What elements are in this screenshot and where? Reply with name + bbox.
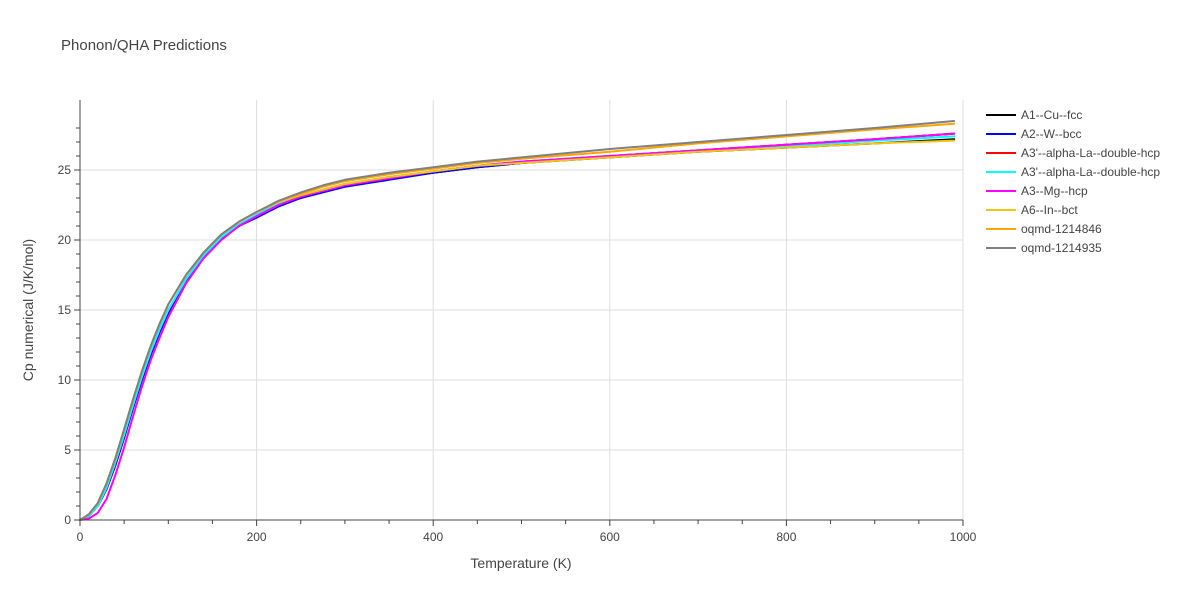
x-tick-label: 1000 (950, 530, 977, 544)
y-tick-label: 10 (58, 373, 72, 387)
series-line-3 (79, 132, 956, 521)
x-axis-title: Temperature (K) (470, 555, 571, 571)
legend-label: A3'--alpha-La--double-hcp (1021, 165, 1160, 179)
legend-label: A1--Cu--fcc (1021, 108, 1082, 122)
legend-item-5[interactable]: A3--Mg--hcp (986, 184, 1088, 198)
grid (80, 100, 964, 520)
legend-label: A6--In--bct (1021, 203, 1078, 217)
y-tick-label: 25 (58, 163, 72, 177)
series-line-2 (79, 132, 956, 521)
x-tick-label: 800 (776, 530, 796, 544)
x-tick-label: 0 (77, 530, 84, 544)
legend[interactable]: A1--Cu--fcc A2--W--bcc A3'--alpha-La--doub… (986, 108, 1160, 255)
legend-item-1[interactable]: A1--Cu--fcc (986, 108, 1082, 122)
series-line-5 (79, 132, 956, 521)
legend-label: A3--Mg--hcp (1021, 184, 1088, 198)
legend-item-7[interactable]: oqmd-1214846 (986, 222, 1102, 236)
y-tick-label: 5 (64, 443, 71, 457)
series-line-1 (79, 138, 956, 521)
legend-label: A2--W--bcc (1021, 127, 1081, 141)
x-tick-label: 200 (247, 530, 267, 544)
y-tick-label: 15 (58, 303, 72, 317)
y-axis-title: Cp numerical (J/K/mol) (20, 239, 36, 381)
legend-label: oqmd-1214846 (1021, 222, 1102, 236)
x-tick-label: 600 (600, 530, 620, 544)
series-line-6 (79, 139, 956, 521)
legend-label: oqmd-1214935 (1021, 241, 1102, 255)
axes: 0 200 400 600 800 1000 0 5 10 15 20 25 (58, 100, 977, 544)
x-tick-label: 400 (423, 530, 443, 544)
chart-title: Phonon/QHA Predictions (61, 37, 227, 54)
legend-item-3[interactable]: A3'--alpha-La--double-hcp (986, 146, 1160, 160)
series-line-4 (79, 135, 956, 521)
series-lines (79, 120, 956, 521)
legend-item-6[interactable]: A6--In--bct (986, 203, 1078, 217)
series-line-8 (79, 120, 956, 521)
legend-item-8[interactable]: oqmd-1214935 (986, 241, 1102, 255)
series-line-7 (79, 122, 956, 521)
legend-item-4[interactable]: A3'--alpha-La--double-hcp (986, 165, 1160, 179)
legend-item-2[interactable]: A2--W--bcc (986, 127, 1081, 141)
y-tick-label: 20 (58, 233, 72, 247)
y-tick-label: 0 (64, 513, 71, 527)
legend-label: A3'--alpha-La--double-hcp (1021, 146, 1160, 160)
